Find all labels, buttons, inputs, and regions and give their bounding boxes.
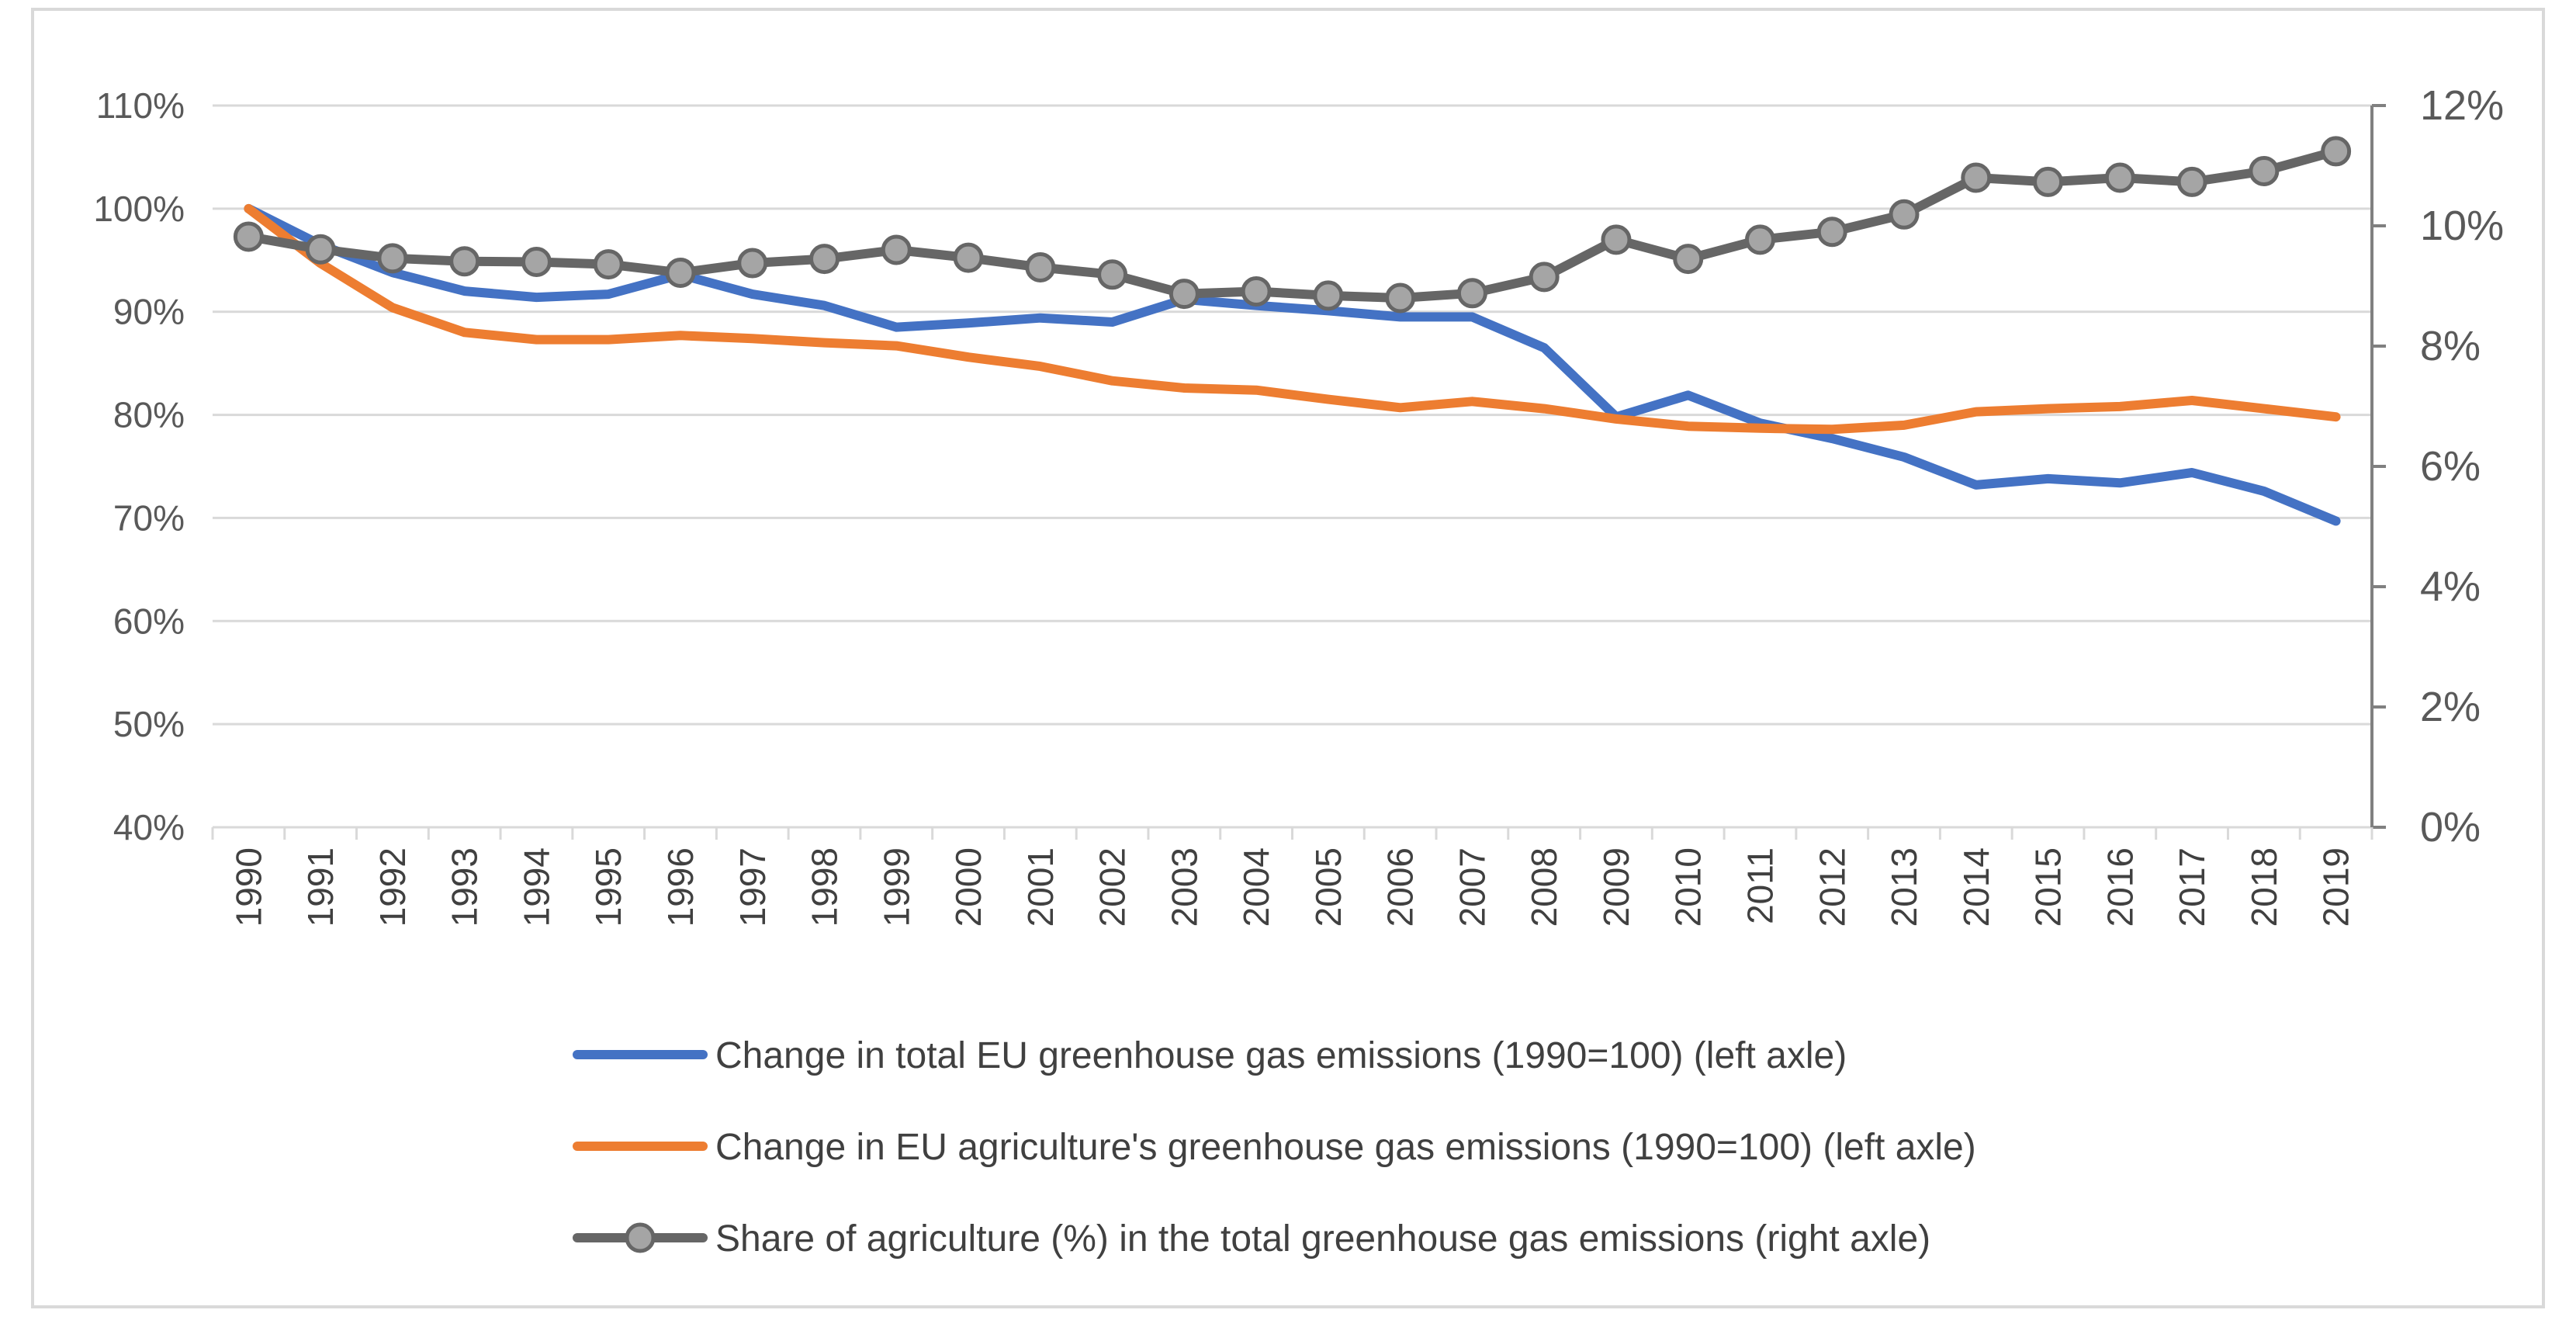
series-markers <box>233 136 2352 314</box>
tick-labels: 40% 50% 60% 70% 80% 90% 100% 110% 0% 2% 4% 6% 8% 10% 1… <box>93 82 2504 927</box>
x-tick-label: 2016 <box>2100 847 2140 927</box>
left-tick-label: 100% <box>93 189 185 229</box>
x-tick-label: 1997 <box>732 847 773 927</box>
series-line-3 <box>244 146 2341 303</box>
series-lines <box>244 146 2341 526</box>
left-tick-label: 70% <box>113 497 185 538</box>
series-3-point <box>737 248 768 279</box>
line-chart: 40% 50% 60% 70% 80% 90% 100% 110% 0% 2% 4% 6% 8% 10% 1… <box>93 82 2504 1260</box>
series-3-point <box>1673 244 1704 275</box>
x-tick-label: 1994 <box>516 847 556 927</box>
legend-label-2: Change in EU agriculture's greenhouse ga… <box>715 1127 1976 1168</box>
x-tick-label: 1998 <box>805 847 845 927</box>
x-tick-label: 2000 <box>948 847 989 927</box>
series-3-point <box>1097 259 1128 290</box>
series-3-point <box>1601 224 1632 255</box>
series-3-point <box>305 234 336 265</box>
legend-marker-3 <box>625 1222 656 1253</box>
left-tick-label: 60% <box>113 601 185 641</box>
right-tick-label: 2% <box>2420 684 2481 730</box>
legend-label-1: Change in total EU greenhouse gas emissi… <box>715 1035 1847 1076</box>
chart-frame: 40% 50% 60% 70% 80% 90% 100% 110% 0% 2% 4% 6% 8% 10% 1… <box>31 8 2545 1308</box>
x-tick-label: 2011 <box>1740 847 1780 924</box>
x-tick-label: 2001 <box>1020 847 1061 927</box>
right-tick-label: 4% <box>2420 563 2481 610</box>
x-tick-label: 2012 <box>1812 847 1852 927</box>
series-3-point <box>1816 217 1847 248</box>
x-tick-label: 2009 <box>1596 847 1636 927</box>
series-3-point <box>1456 278 1487 309</box>
series-3-point <box>1313 280 1344 311</box>
x-tick-label: 1991 <box>300 847 341 927</box>
x-tick-label: 2008 <box>1524 847 1564 927</box>
left-tick-label: 80% <box>113 395 185 435</box>
x-tick-label: 2015 <box>2028 847 2069 927</box>
series-3-point <box>593 249 624 280</box>
series-3-point <box>2104 162 2135 193</box>
right-tick-label: 0% <box>2420 804 2481 851</box>
series-3-point <box>1241 275 1272 307</box>
series-3-point <box>2033 166 2064 197</box>
series-3-point <box>233 221 264 252</box>
x-tick-label: 1996 <box>660 847 701 927</box>
series-3-point <box>1385 282 1416 314</box>
left-tick-label: 40% <box>113 807 185 847</box>
legend: Change in total EU greenhouse gas emissi… <box>573 1035 1976 1260</box>
x-tick-label: 2004 <box>1236 847 1276 927</box>
x-tick-label: 2014 <box>1956 847 1996 927</box>
series-3-point <box>1025 251 1056 282</box>
series-3-point <box>2249 155 2280 186</box>
x-tick-label: 1999 <box>876 847 916 927</box>
x-tick-label: 2013 <box>1884 847 1924 927</box>
right-tick-label: 6% <box>2420 443 2481 490</box>
series-3-point <box>1169 279 1200 310</box>
series-3-point <box>521 247 552 277</box>
x-tick-label: 1995 <box>588 847 628 927</box>
x-tick-label: 2018 <box>2244 847 2284 927</box>
left-tick-label: 90% <box>113 292 185 332</box>
right-tick-label: 12% <box>2420 82 2504 129</box>
x-tick-label: 2007 <box>1452 847 1492 927</box>
x-tick-label: 1990 <box>228 847 268 927</box>
series-3-point <box>1744 224 1775 255</box>
x-tick-label: 2005 <box>1308 847 1349 927</box>
x-tick-label: 2017 <box>2172 847 2212 927</box>
series-3-point <box>881 234 912 265</box>
x-tick-label: 1992 <box>372 847 413 927</box>
x-tick-label: 2019 <box>2316 847 2356 927</box>
series-line-1 <box>244 203 2341 526</box>
series-3-point <box>449 246 480 277</box>
x-tick-label: 2002 <box>1092 847 1133 927</box>
right-tick-label: 8% <box>2420 323 2481 369</box>
left-tick-label: 110% <box>96 85 185 126</box>
gridlines <box>213 104 2372 726</box>
series-3-point <box>377 243 408 274</box>
series-3-point <box>1889 199 1920 230</box>
series-3-point <box>953 242 984 273</box>
right-tick-label: 10% <box>2420 203 2504 249</box>
x-tick-label: 2003 <box>1164 847 1204 927</box>
legend-label-3: Share of agriculture (%) in the total gr… <box>715 1218 1930 1260</box>
axes <box>211 104 2386 840</box>
series-line-2 <box>244 203 2341 435</box>
series-3-point <box>1961 162 1992 193</box>
x-tick-label: 2006 <box>1380 847 1421 927</box>
series-3-point <box>2321 136 2352 167</box>
series-3-point <box>809 244 840 275</box>
series-3-point <box>2176 166 2207 197</box>
x-tick-label: 1993 <box>445 847 485 927</box>
series-3-point <box>665 257 696 288</box>
left-tick-label: 50% <box>113 704 185 744</box>
x-tick-label: 2010 <box>1668 847 1709 927</box>
series-3-point <box>1529 262 1560 293</box>
